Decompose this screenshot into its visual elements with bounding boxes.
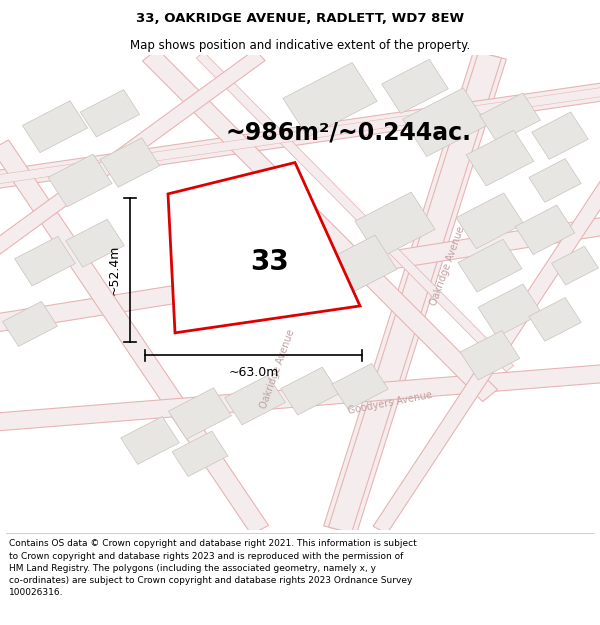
Text: ~986m²/~0.244ac.: ~986m²/~0.244ac.	[225, 121, 471, 145]
Text: Oakridge Avenue: Oakridge Avenue	[259, 328, 297, 409]
Polygon shape	[479, 93, 541, 142]
Polygon shape	[328, 52, 502, 533]
Polygon shape	[382, 59, 448, 114]
Polygon shape	[100, 138, 160, 188]
Text: Contains OS data © Crown copyright and database right 2021. This information is : Contains OS data © Crown copyright and d…	[9, 539, 417, 597]
Polygon shape	[2, 301, 58, 346]
Polygon shape	[66, 219, 124, 267]
Polygon shape	[323, 51, 506, 534]
Polygon shape	[403, 88, 487, 156]
Polygon shape	[0, 49, 265, 258]
Polygon shape	[169, 388, 232, 439]
Polygon shape	[551, 246, 598, 285]
Polygon shape	[224, 375, 286, 425]
Polygon shape	[532, 112, 588, 159]
Polygon shape	[168, 162, 360, 333]
Text: Oakridge Avenue: Oakridge Avenue	[429, 224, 467, 307]
Polygon shape	[14, 236, 76, 286]
Polygon shape	[0, 140, 269, 534]
Polygon shape	[143, 49, 497, 401]
Polygon shape	[323, 235, 397, 296]
Polygon shape	[121, 416, 179, 464]
Polygon shape	[529, 159, 581, 202]
Polygon shape	[466, 130, 534, 186]
Polygon shape	[0, 82, 600, 189]
Polygon shape	[332, 364, 388, 410]
Polygon shape	[515, 205, 575, 254]
Polygon shape	[0, 86, 600, 185]
Polygon shape	[283, 62, 377, 137]
Polygon shape	[0, 216, 600, 332]
Polygon shape	[355, 192, 435, 259]
Polygon shape	[48, 154, 112, 207]
Text: 33, OAKRIDGE AVENUE, RADLETT, WD7 8EW: 33, OAKRIDGE AVENUE, RADLETT, WD7 8EW	[136, 12, 464, 25]
Text: 33: 33	[250, 248, 289, 276]
Polygon shape	[281, 367, 339, 415]
Polygon shape	[373, 177, 600, 534]
Polygon shape	[458, 239, 522, 292]
Text: Goodyers Avenue: Goodyers Avenue	[347, 389, 433, 416]
Polygon shape	[478, 284, 542, 337]
Text: Map shows position and indicative extent of the property.: Map shows position and indicative extent…	[130, 39, 470, 51]
Polygon shape	[172, 431, 228, 476]
Polygon shape	[460, 331, 520, 380]
Polygon shape	[22, 101, 88, 152]
Polygon shape	[80, 89, 140, 137]
Polygon shape	[0, 364, 600, 431]
Text: ~63.0m: ~63.0m	[229, 366, 278, 379]
Text: ~52.4m: ~52.4m	[108, 245, 121, 295]
Polygon shape	[529, 298, 581, 341]
Polygon shape	[196, 52, 514, 372]
Polygon shape	[456, 193, 524, 249]
